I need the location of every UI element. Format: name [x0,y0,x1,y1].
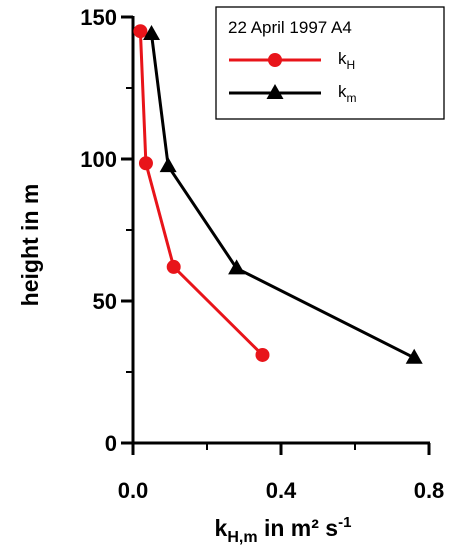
x-axis-label-rest: in m² s [258,515,339,541]
legend-marker-k_H [268,53,282,67]
legend-label-k_H: kH [338,49,355,72]
legend-label-k_m: km [338,82,357,105]
x-tick-label: 0.4 [266,478,297,503]
legend-item-k_H: kH [229,49,355,72]
data-point-k_H [255,347,270,362]
y-axis-label: height in m [17,184,43,307]
legend-title: 22 April 1997 A4 [228,18,352,37]
data-point-k_m [405,348,423,364]
series-line-k_m [150,33,415,360]
series-line-k_H [138,31,264,357]
legend: 22 April 1997 A4 kH km [215,6,445,120]
data-point-k_m [159,157,177,173]
x-axis-label-main: k [215,515,228,541]
x-tick-label: 0.0 [118,478,149,503]
data-point-k_H [133,24,148,39]
data-point-k_H [166,259,181,274]
legend-marker-k_m [266,84,284,99]
data-point-k_H [138,156,153,171]
data-point-k_m [228,259,246,275]
legend-item-k_m: km [229,82,357,105]
legend-box [215,6,445,120]
y-tick-label: 100 [80,147,117,172]
tick-labels: 0 50 100 150 0.0 0.4 0.8 [80,5,444,503]
y-tick-label: 150 [80,5,117,30]
tick-marks [121,15,431,455]
series-layer [133,24,423,364]
legend-items: kH km [229,49,357,105]
x-axis-label-sub: H,m [227,529,257,546]
series-k_H [133,24,270,362]
x-axis-label: kH,m in m² s-1 [215,514,352,546]
y-tick-label: 50 [93,289,117,314]
y-tick-label: 0 [105,431,117,456]
x-tick-label: 0.8 [414,478,445,503]
x-axis-label-sup: -1 [338,514,351,531]
series-k_m [143,25,423,364]
data-point-k_m [143,25,160,41]
